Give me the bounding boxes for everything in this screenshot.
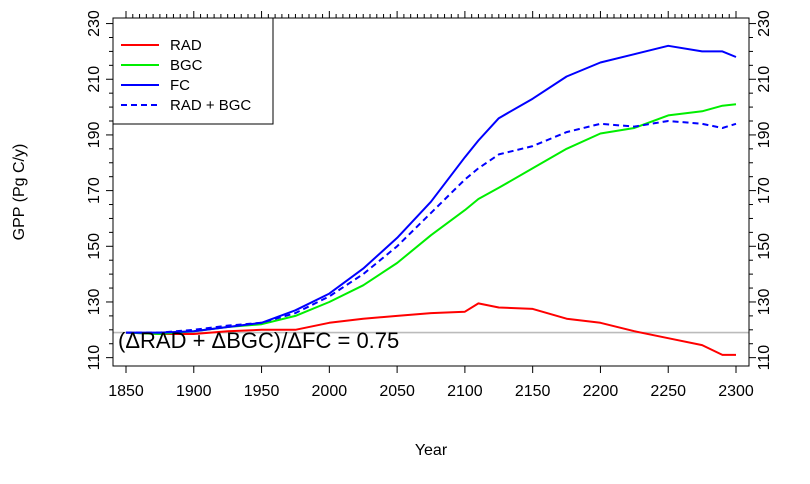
series-line-rad-bgc <box>126 120 737 334</box>
x-axis-label: Year <box>415 442 448 459</box>
y-tick-label: 230 <box>86 10 103 37</box>
y-tick-label: 170 <box>86 177 103 204</box>
y-tick-label: 130 <box>86 289 103 316</box>
x-tick-label: 2000 <box>312 383 348 400</box>
y-tick-label: 110 <box>86 345 103 371</box>
x-tick-label: 1900 <box>176 383 212 400</box>
x-tick-label: 2300 <box>718 383 754 400</box>
top-axis <box>125 11 737 18</box>
right-y-tick-label: 110 <box>756 345 773 371</box>
ratio-annotation: (ΔRAD + ΔBGC)/ΔFC = 0.75 <box>118 328 399 353</box>
right-y-tick-label: 230 <box>756 10 773 37</box>
series-line-bgc <box>125 103 737 335</box>
legend: RAD BGC FC RAD + BGC <box>112 17 274 125</box>
right-y-tick-label: 130 <box>756 289 773 316</box>
legend-label: BGC <box>170 57 203 74</box>
x-tick-label: 2050 <box>379 383 415 400</box>
series-line-rad <box>125 302 736 356</box>
right-y-tick-label: 150 <box>756 233 773 260</box>
left-axis: 110 130 150 170 190 210 230 <box>86 10 113 370</box>
x-tick-label: 2250 <box>650 383 686 400</box>
y-tick-label: 150 <box>86 233 103 260</box>
right-y-tick-label: 190 <box>756 121 773 148</box>
x-tick-label: 2200 <box>583 383 619 400</box>
x-tick-label: 1850 <box>108 383 144 400</box>
x-tick-label: 1950 <box>244 383 280 400</box>
right-y-tick-label: 210 <box>756 66 773 93</box>
y-tick-label: 210 <box>86 66 103 93</box>
legend-box <box>112 17 274 125</box>
x-tick-label: 2100 <box>447 383 483 400</box>
right-axis: 110 130 150 170 190 210 230 <box>749 10 773 370</box>
legend-label: RAD + BGC <box>170 97 251 114</box>
right-y-tick-label: 170 <box>756 177 773 204</box>
bottom-axis: 1850 1900 1950 2000 2050 2100 2150 2200 2250 2300 <box>108 366 754 400</box>
legend-label: RAD <box>170 37 202 54</box>
x-tick-label: 2150 <box>515 383 551 400</box>
y-tick-label: 190 <box>86 121 103 148</box>
legend-label: FC <box>170 77 190 94</box>
y-axis-label: GPP (Pg C/y) <box>11 144 28 241</box>
